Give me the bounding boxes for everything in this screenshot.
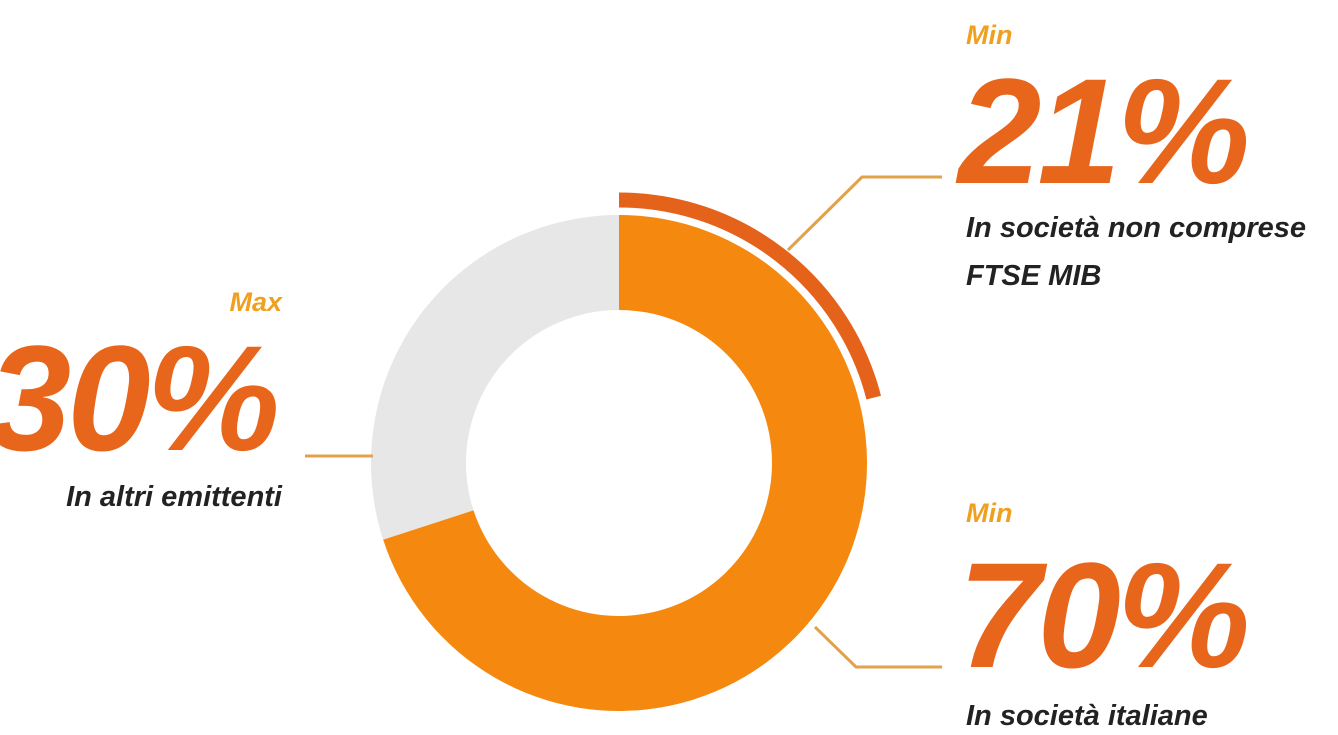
value-30: 30% (0, 314, 277, 482)
leader-line-21 (786, 175, 942, 252)
qualifier-21: Min (966, 20, 1013, 50)
description-30: In altri emittenti (66, 481, 283, 513)
donut-slice-30 (370, 215, 619, 540)
donut-slices (370, 215, 867, 711)
donut-sub-arc-non-ftse-mib (618, 192, 882, 400)
description-70: In società italiane (966, 700, 1208, 732)
description-21-line-1: In società non comprese (966, 212, 1306, 244)
leader-line-70 (813, 625, 942, 669)
qualifier-70: Min (966, 498, 1013, 528)
value-70: 70% (958, 531, 1247, 699)
qualifier-30: Max (229, 287, 283, 317)
description-21-line-2: FTSE MIB (966, 260, 1101, 292)
donut-slice-70 (383, 215, 867, 711)
value-21: 21% (955, 47, 1247, 215)
